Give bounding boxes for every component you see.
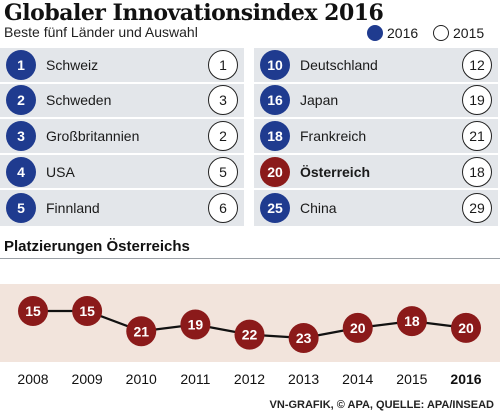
x-tick-label: 2016 xyxy=(450,371,481,387)
table-row: 2 Schweden 3 xyxy=(0,84,244,120)
rank-point-label: 15 xyxy=(25,303,41,319)
country-name: Frankreich xyxy=(300,127,367,144)
x-tick-label: 2010 xyxy=(126,371,157,387)
rank-point-marker xyxy=(234,319,265,350)
legend-filled-dot-icon xyxy=(367,25,383,41)
x-tick-label: 2014 xyxy=(342,371,373,387)
country-name: Schweden xyxy=(46,92,112,109)
rank-point-marker xyxy=(396,306,427,337)
legend-current: 2016 xyxy=(367,25,418,41)
table-row: 16 Japan 19 xyxy=(254,84,498,120)
rank-2016-badge: 4 xyxy=(6,156,36,187)
rank-2015-circle: 21 xyxy=(462,120,492,151)
country-name: Finnland xyxy=(46,200,100,217)
rank-2016-badge: 20 xyxy=(260,156,290,187)
x-tick-label: 2009 xyxy=(72,371,103,387)
rank-2016-badge: 5 xyxy=(6,193,36,224)
rank-point-label: 21 xyxy=(133,323,149,339)
rank-point-label: 22 xyxy=(242,327,258,343)
x-tick-label: 2013 xyxy=(288,371,319,387)
rank-point-marker xyxy=(18,296,48,326)
x-tick-label: 2012 xyxy=(234,371,265,387)
rank-point-label: 23 xyxy=(296,330,312,346)
country-name: China xyxy=(300,200,337,217)
rank-point-label: 15 xyxy=(79,303,95,319)
rank-point-label: 20 xyxy=(458,320,474,336)
rank-2015-circle: 2 xyxy=(208,120,238,151)
source-credit: VN-GRAFIK, © APA, QUELLE: APA/INSEAD xyxy=(269,399,494,411)
table-row-highlighted: 20 Österreich 18 xyxy=(254,155,498,191)
page-subtitle: Beste fünf Länder und Auswahl xyxy=(4,24,198,40)
rank-2015-circle: 5 xyxy=(208,156,238,187)
austria-rank-chart: 15 2008 15 2009 21 2010 19 2011 22 2012 23 2013 20 20… xyxy=(0,284,500,387)
country-name: USA xyxy=(46,163,75,180)
legend-previous: 2015 xyxy=(433,25,484,41)
rank-2016-badge: 10 xyxy=(260,49,290,80)
rank-2016-badge: 2 xyxy=(6,85,36,116)
rank-point-label: 18 xyxy=(404,313,420,329)
rank-2016-badge: 3 xyxy=(6,120,36,151)
rank-point-marker xyxy=(180,309,211,340)
chart-section-title: Platzierungen Österreichs xyxy=(4,238,190,255)
rank-2016-badge: 18 xyxy=(260,120,290,151)
table-row: 4 USA 5 xyxy=(0,155,244,191)
country-name: Japan xyxy=(300,92,339,109)
table-row: 10 Deutschland 12 xyxy=(254,48,498,84)
legend-previous-label: 2015 xyxy=(453,25,485,41)
rank-point-label: 20 xyxy=(350,320,366,336)
x-tick-label: 2011 xyxy=(180,371,210,387)
rank-2015-circle: 3 xyxy=(208,85,238,116)
legend-hollow-dot-icon xyxy=(433,25,449,41)
rank-2015-circle: 6 xyxy=(208,193,238,224)
table-row: 5 Finnland 6 xyxy=(0,190,244,226)
ranking-table-left: 1 Schweiz 1 2 Schweden 3 3 Großbritannie… xyxy=(0,48,244,226)
table-row: 25 China 29 xyxy=(254,190,498,226)
ranking-table-right: 10 Deutschland 12 16 Japan 19 18 Frankre… xyxy=(254,48,498,226)
legend-current-label: 2016 xyxy=(387,25,419,41)
country-name: Großbritannien xyxy=(46,127,140,144)
rank-2016-badge: 25 xyxy=(260,193,290,224)
rank-point-marker xyxy=(451,312,481,343)
rank-2015-circle: 29 xyxy=(462,193,492,224)
table-row: 18 Frankreich 21 xyxy=(254,119,498,155)
rank-2015-circle: 1 xyxy=(208,49,238,80)
rank-2016-badge: 16 xyxy=(260,85,290,116)
country-name: Schweiz xyxy=(46,56,99,73)
rank-point-label: 19 xyxy=(188,317,204,333)
rank-2015-circle: 18 xyxy=(462,156,492,187)
table-row: 3 Großbritannien 2 xyxy=(0,119,244,155)
rank-point-marker xyxy=(72,296,103,326)
rank-2016-badge: 1 xyxy=(6,49,36,80)
section-divider xyxy=(0,258,500,259)
rank-2015-circle: 12 xyxy=(462,49,492,80)
rank-point-marker xyxy=(342,312,373,343)
rank-2015-circle: 19 xyxy=(462,85,492,116)
page-title: Globaler Innovationsindex 2016 xyxy=(4,0,384,26)
table-row: 1 Schweiz 1 xyxy=(0,48,244,84)
x-tick-label: 2008 xyxy=(17,371,48,387)
x-tick-label: 2015 xyxy=(396,371,427,387)
country-name: Deutschland xyxy=(300,56,378,73)
country-name: Österreich xyxy=(300,163,371,180)
rank-point-marker xyxy=(126,316,157,347)
rank-point-marker xyxy=(288,323,319,353)
